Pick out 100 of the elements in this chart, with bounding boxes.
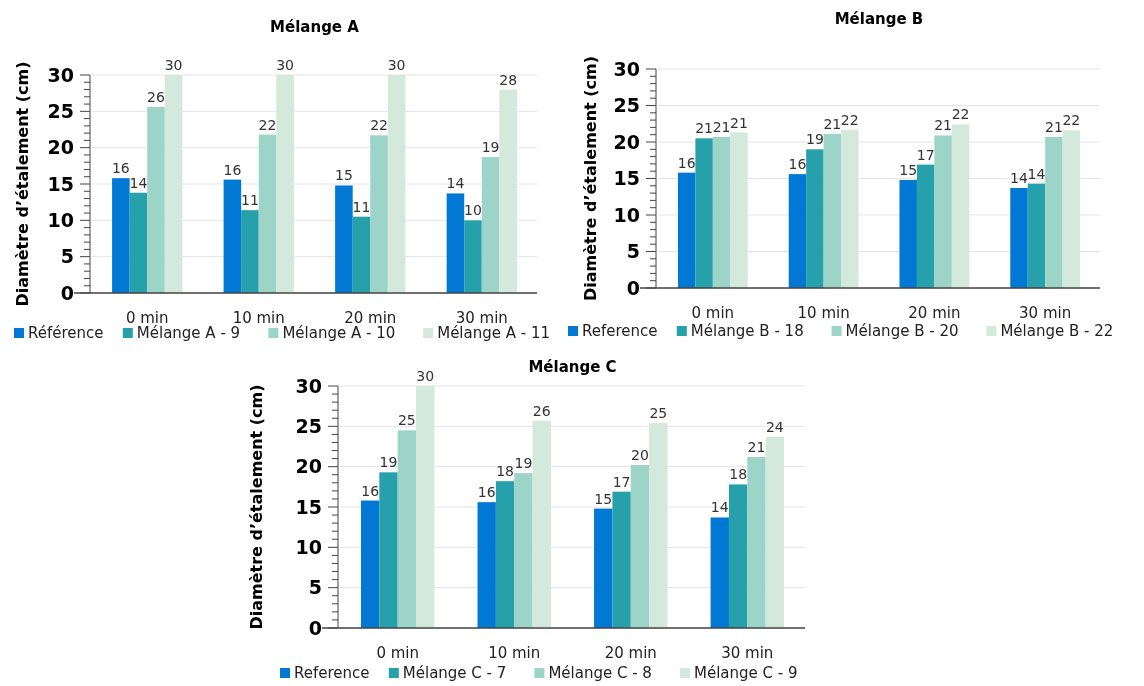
bar	[464, 220, 482, 293]
y-tick-label: 0	[60, 281, 74, 304]
legend-label: Mélange C - 8	[548, 664, 652, 682]
data-label: 30	[276, 57, 294, 73]
data-label: 19	[514, 455, 533, 472]
y-tick-label: 15	[47, 172, 74, 195]
y-tick-label: 20	[47, 136, 74, 159]
bar	[1010, 187, 1028, 288]
bar	[481, 157, 500, 293]
legend-label: Reference	[294, 664, 370, 682]
bar	[899, 179, 917, 288]
bar	[1027, 183, 1046, 288]
data-label: 18	[729, 466, 748, 483]
data-label: 10	[464, 202, 482, 219]
bar	[387, 75, 406, 293]
data-label: 25	[397, 412, 416, 429]
data-label: 22	[258, 116, 277, 133]
data-label: 15	[335, 167, 353, 184]
data-label: 15	[899, 161, 918, 178]
bar	[352, 216, 371, 293]
y-tick-label: 30	[295, 374, 322, 397]
y-axis-title: Diamètre d’étalement (cm)	[247, 384, 266, 630]
bar	[630, 465, 650, 628]
y-tick-label: 30	[47, 63, 74, 86]
chart-title: Mélange A	[270, 18, 360, 36]
x-tick-label: 20 min	[344, 309, 397, 327]
x-tick-label: 0 min	[376, 644, 419, 662]
bar	[477, 502, 496, 628]
bar	[416, 386, 435, 628]
data-label: 19	[481, 139, 500, 156]
data-label: 25	[649, 405, 668, 422]
bar	[495, 481, 515, 628]
bar	[112, 178, 130, 293]
data-label: 28	[499, 71, 518, 88]
legend-label: Mélange B - 20	[845, 322, 959, 340]
data-label: 21	[712, 118, 731, 135]
legend-label: Reference	[582, 322, 658, 340]
legend-label: Mélange A - 11	[437, 324, 551, 342]
data-label: 22	[1062, 112, 1081, 129]
bar	[499, 89, 517, 293]
data-label: 30	[416, 368, 435, 384]
x-tick-label: 0 min	[691, 304, 735, 322]
data-label: 14	[710, 499, 729, 516]
bar	[397, 430, 417, 628]
y-tick-label: 0	[626, 276, 640, 299]
data-label: 14	[446, 175, 465, 192]
data-label: 22	[840, 111, 859, 128]
data-label: 14	[1010, 169, 1028, 186]
bar	[823, 133, 842, 288]
y-tick-label: 20	[613, 130, 640, 153]
bar	[276, 75, 294, 293]
x-tick-label: 30 min	[721, 644, 774, 662]
x-tick-label: 20 min	[908, 304, 961, 322]
data-label: 16	[111, 160, 130, 177]
data-label: 21	[730, 114, 748, 131]
legend-label: Mélange A - 10	[282, 324, 396, 342]
legend-label: Mélange C - 7	[402, 664, 507, 682]
data-label: 24	[765, 418, 784, 435]
bar	[712, 136, 731, 288]
y-tick-label: 5	[60, 245, 74, 268]
y-tick-label: 25	[613, 94, 640, 117]
y-axis-title: Diamètre d’étalement (cm)	[581, 55, 600, 302]
x-tick-label: 20 min	[604, 644, 657, 662]
data-label: 15	[594, 490, 613, 507]
data-label: 21	[934, 117, 953, 134]
data-label: 17	[916, 146, 935, 163]
y-tick-label: 10	[47, 208, 74, 231]
bar	[164, 75, 183, 293]
data-label: 16	[361, 482, 380, 499]
bar	[951, 124, 970, 288]
data-label: 30	[387, 57, 406, 73]
bar	[730, 132, 748, 288]
bar	[806, 149, 824, 288]
y-tick-label: 15	[613, 167, 640, 190]
data-label: 19	[379, 454, 398, 471]
data-label: 16	[223, 161, 242, 178]
data-label: 30	[164, 57, 183, 73]
data-label: 14	[129, 174, 148, 191]
data-label: 21	[1044, 118, 1063, 135]
data-label: 21	[823, 115, 842, 132]
x-tick-label: 10 min	[232, 309, 285, 327]
y-tick-label: 5	[626, 240, 640, 263]
bar	[649, 423, 668, 628]
legend-label: Mélange B - 18	[690, 322, 804, 340]
data-label: 18	[496, 463, 514, 480]
data-label: 26	[147, 88, 165, 105]
data-label: 16	[677, 154, 696, 171]
bar	[612, 491, 631, 628]
y-tick-label: 10	[613, 203, 640, 226]
y-tick-label: 30	[613, 57, 640, 80]
y-tick-label: 0	[308, 616, 322, 639]
data-label: 16	[788, 156, 807, 173]
bar	[241, 210, 259, 293]
x-tick-label: 30 min	[1019, 304, 1072, 322]
bar	[360, 500, 380, 628]
data-label: 22	[951, 106, 970, 123]
data-label: 11	[241, 192, 259, 209]
bar	[841, 129, 859, 288]
data-label: 19	[805, 131, 824, 148]
bar	[728, 484, 748, 628]
